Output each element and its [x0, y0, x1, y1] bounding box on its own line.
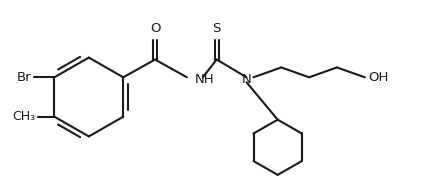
- Text: CH₃: CH₃: [13, 110, 35, 123]
- Text: OH: OH: [369, 71, 389, 84]
- Text: NH: NH: [195, 73, 215, 86]
- Text: Br: Br: [17, 71, 31, 84]
- Text: O: O: [150, 23, 160, 36]
- Text: N: N: [241, 73, 251, 86]
- Text: S: S: [212, 23, 221, 36]
